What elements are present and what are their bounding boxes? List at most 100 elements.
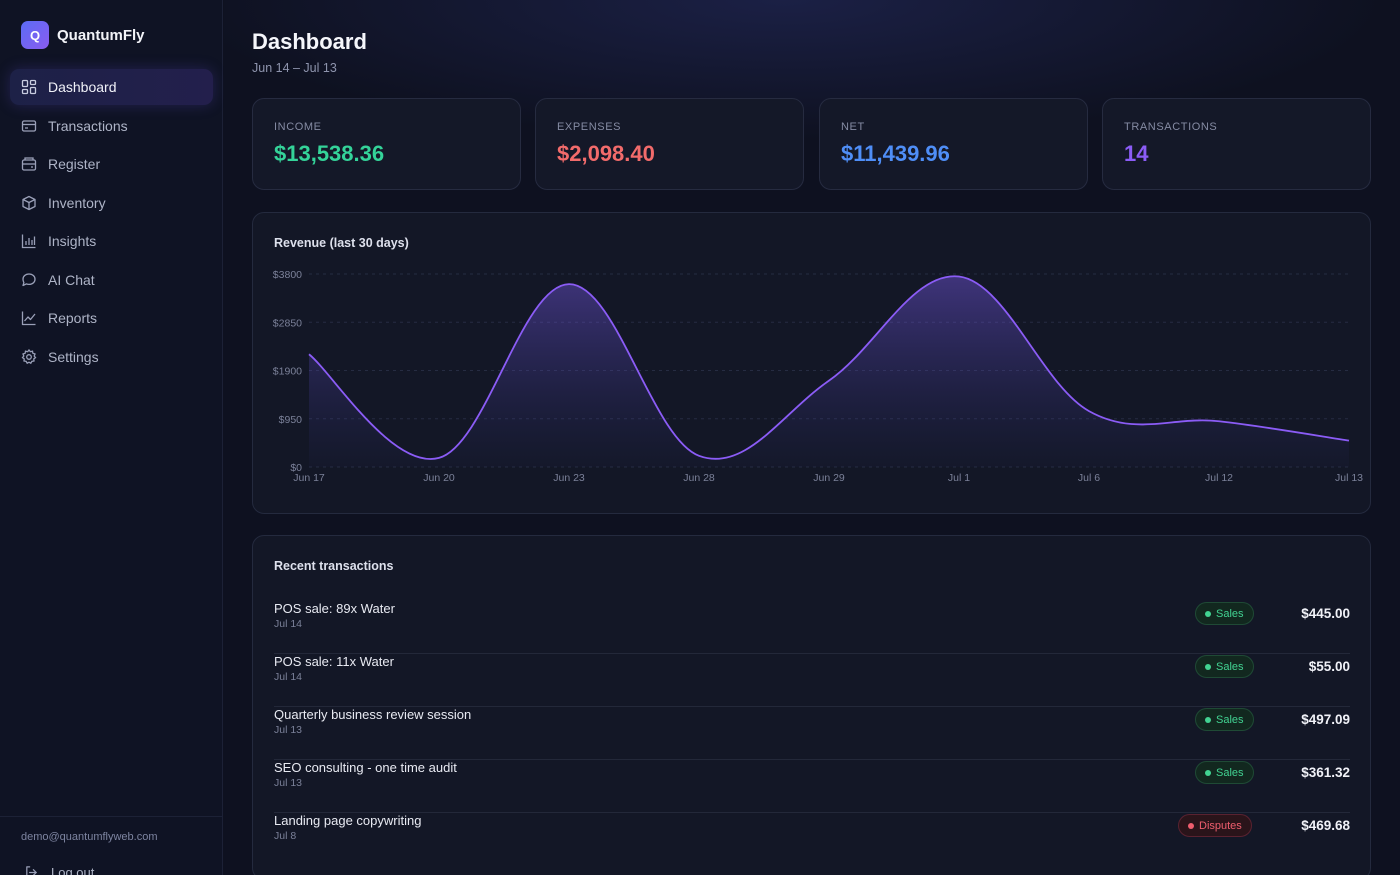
stat-value: $2,098.40 xyxy=(557,141,655,166)
sidebar-item-inventory[interactable]: Inventory xyxy=(10,185,213,221)
y-tick-label: $950 xyxy=(279,414,303,426)
transaction-date: Jul 8 xyxy=(274,830,297,842)
revenue-line xyxy=(308,275,1350,460)
transactions-title: Recent transactions xyxy=(274,559,394,573)
chat-icon xyxy=(22,272,36,286)
badge-label: Sales xyxy=(1216,766,1244,779)
x-tick-label: Jul 13 xyxy=(1335,472,1363,484)
stat-card-income: INCOME $13,538.36 xyxy=(252,98,521,190)
table-row[interactable]: Landing page copywriting Jul 8 Disputes … xyxy=(274,813,1350,866)
stat-value: $13,538.36 xyxy=(274,141,385,166)
stat-card-transactions: TRANSACTIONS 14 xyxy=(1102,98,1371,190)
logout-icon xyxy=(26,866,37,875)
status-badge: Sales xyxy=(1195,602,1254,625)
register-icon xyxy=(21,157,37,171)
dashboard-icon xyxy=(21,79,37,95)
settings-icon xyxy=(21,348,37,364)
transaction-amount: $497.09 xyxy=(1301,712,1350,727)
x-tick-label: Jun 29 xyxy=(813,472,845,484)
transaction-amount: $469.68 xyxy=(1301,818,1350,833)
badge-label: Disputes xyxy=(1199,819,1242,832)
stat-label: TRANSACTIONS xyxy=(1124,121,1218,133)
status-badge: Sales xyxy=(1195,655,1254,678)
sidebar-item-label: Settings xyxy=(48,348,99,365)
x-tick-label: Jun 23 xyxy=(553,472,585,484)
logout-button[interactable]: Log out xyxy=(24,865,94,875)
sidebar-item-label: AI Chat xyxy=(48,271,95,288)
stat-value: $11,439.96 xyxy=(841,141,950,166)
x-tick-label: Jun 20 xyxy=(423,472,455,484)
transaction-description: POS sale: 89x Water xyxy=(274,601,395,616)
app-logo: Q xyxy=(21,21,49,49)
transaction-amount: $55.00 xyxy=(1308,659,1350,674)
sidebar-item-label: Reports xyxy=(48,310,98,326)
reports-icon xyxy=(21,311,36,326)
stat-cards: INCOME $13,538.36 EXPENSES $2,098.40 NET… xyxy=(252,98,1371,190)
insights-icon xyxy=(21,234,36,249)
badge-label: Sales xyxy=(1216,660,1244,673)
status-dot xyxy=(1205,769,1211,776)
app-name: QuantumFly xyxy=(57,26,145,44)
x-tick-label: Jul 6 xyxy=(1078,472,1100,484)
table-row[interactable]: SEO consulting - one time audit Jul 13 S… xyxy=(274,760,1350,813)
badge-label: Sales xyxy=(1216,713,1244,726)
stat-label: INCOME xyxy=(274,121,322,133)
recent-transactions-panel: Recent transactions POS sale: 89x Water … xyxy=(252,535,1371,875)
revenue-chart-panel: Revenue (last 30 days) $0 $950 $1900 $2850 $… xyxy=(252,212,1371,514)
y-tick-label: $2850 xyxy=(273,317,302,329)
badge-label: Sales xyxy=(1216,607,1244,620)
table-row[interactable]: POS sale: 11x Water Jul 14 Sales $55.00 xyxy=(274,654,1350,707)
logout-label: Log out xyxy=(51,865,95,875)
sidebar-item-reports[interactable]: Reports xyxy=(10,300,213,336)
transaction-description: Landing page copywriting xyxy=(274,813,422,828)
x-tick-label: Jul 12 xyxy=(1205,472,1233,484)
sidebar-item-transactions[interactable]: Transactions xyxy=(10,108,213,144)
status-badge: Sales xyxy=(1195,761,1254,784)
sidebar-item-label: Transactions xyxy=(48,117,128,134)
table-row[interactable]: POS sale: 89x Water Jul 14 Sales $445.00 xyxy=(274,601,1350,654)
date-range: Jun 14 – Jul 13 xyxy=(252,61,337,75)
revenue-chart: $0 $950 $1900 $2850 $3800 Jun 17 Jun 20 Jun 23 J… xyxy=(273,269,1363,484)
status-badge: Sales xyxy=(1195,708,1254,731)
status-dot xyxy=(1188,822,1194,829)
y-tick-label: $0 xyxy=(290,462,302,474)
x-tick-label: Jun 17 xyxy=(293,472,325,484)
stat-card-net: NET $11,439.96 xyxy=(819,98,1088,190)
page-title: Dashboard xyxy=(252,29,367,54)
y-tick-label: $3800 xyxy=(273,269,302,281)
status-dot xyxy=(1205,610,1211,617)
transaction-description: SEO consulting - one time audit xyxy=(274,760,457,775)
sidebar-item-insights[interactable]: Insights xyxy=(10,223,213,259)
stat-value: 14 xyxy=(1124,141,1149,166)
transaction-date: Jul 13 xyxy=(274,724,303,736)
status-dot xyxy=(1205,663,1211,670)
brand[interactable]: Q QuantumFly xyxy=(21,21,145,49)
sidebar-nav: Dashboard Transactions Register Inventor… xyxy=(10,69,213,377)
stat-label: EXPENSES xyxy=(557,121,622,133)
user-email: demo@quantumflyweb.com xyxy=(21,831,158,843)
sidebar-item-label: Register xyxy=(48,156,101,172)
sidebar-item-settings[interactable]: Settings xyxy=(10,339,213,375)
inventory-icon xyxy=(22,195,36,210)
status-badge: Disputes xyxy=(1178,814,1252,837)
transaction-date: Jul 14 xyxy=(274,671,303,683)
transaction-date: Jul 14 xyxy=(274,618,303,630)
sidebar-item-ai-chat[interactable]: AI Chat xyxy=(10,262,213,298)
sidebar-footer: demo@quantumflyweb.com Log out xyxy=(0,816,223,875)
chart-title: Revenue (last 30 days) xyxy=(274,236,409,250)
stat-label: NET xyxy=(841,121,865,133)
sidebar: Q QuantumFly Dashboard Transactions Regi… xyxy=(0,0,223,875)
main-content: Dashboard Jun 14 – Jul 13 INCOME $13,538… xyxy=(224,0,1400,875)
sidebar-item-label: Insights xyxy=(48,233,97,249)
sidebar-item-dashboard[interactable]: Dashboard xyxy=(10,69,213,105)
sidebar-item-register[interactable]: Register xyxy=(10,146,213,182)
revenue-area xyxy=(309,276,1349,467)
x-tick-label: Jun 28 xyxy=(683,472,715,484)
sidebar-item-label: Inventory xyxy=(48,194,106,211)
x-tick-label: Jul 1 xyxy=(948,472,970,484)
y-tick-label: $1900 xyxy=(273,366,302,378)
transaction-description: Quarterly business review session xyxy=(274,707,472,722)
table-row[interactable]: Quarterly business review session Jul 13… xyxy=(274,707,1350,760)
transaction-amount: $361.32 xyxy=(1301,765,1350,780)
status-dot xyxy=(1205,716,1211,723)
